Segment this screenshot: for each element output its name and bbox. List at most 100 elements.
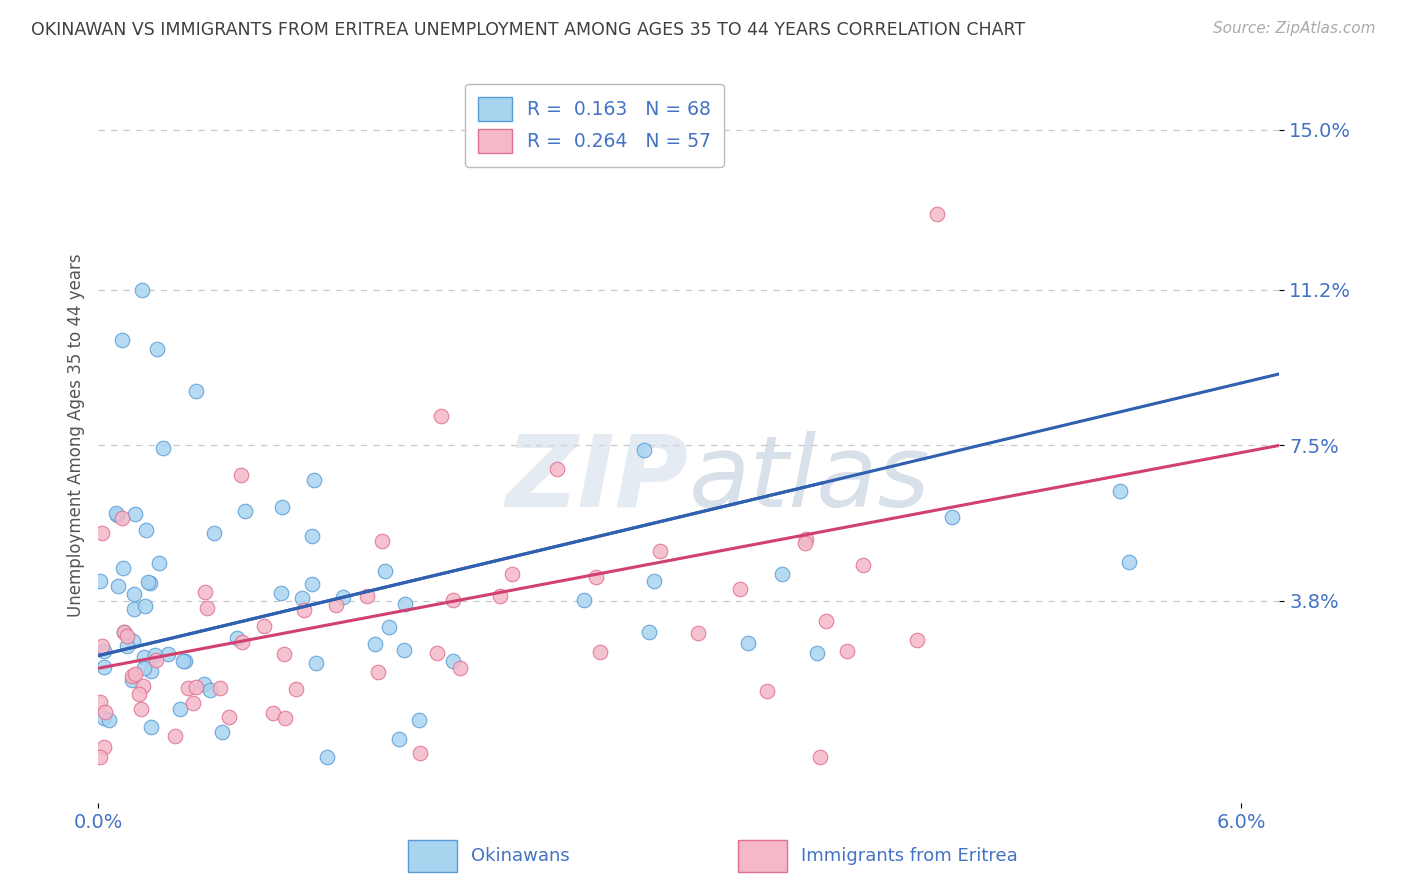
Point	[589, 645, 612, 659]
Text: OKINAWAN VS IMMIGRANTS FROM ERITREA UNEMPLOYMENT AMONG AGES 35 TO 44 YEARS CORRE: OKINAWAN VS IMMIGRANTS FROM ERITREA UNEM…	[31, 21, 1025, 38]
Point	[806, 646, 828, 660]
Point	[231, 634, 253, 648]
Point	[209, 681, 232, 696]
Point	[89, 695, 111, 709]
Text: atlas: atlas	[689, 431, 931, 527]
FancyBboxPatch shape	[408, 840, 457, 872]
Point	[202, 526, 225, 541]
Point	[941, 510, 963, 524]
Point	[89, 749, 111, 764]
Point	[198, 683, 221, 698]
Point	[270, 500, 292, 514]
Point	[325, 598, 347, 612]
Point	[273, 647, 295, 661]
Point	[139, 575, 162, 590]
Point	[141, 720, 163, 734]
Text: Okinawans: Okinawans	[471, 847, 569, 865]
Text: Immigrants from Eritrea: Immigrants from Eritrea	[801, 847, 1018, 865]
Point	[262, 706, 284, 721]
Point	[756, 684, 779, 698]
Point	[193, 677, 215, 691]
Point	[925, 207, 948, 221]
Point	[218, 710, 240, 724]
Point	[229, 467, 252, 482]
Point	[852, 558, 875, 572]
Point	[294, 603, 316, 617]
Point	[686, 626, 709, 640]
Legend: R =  0.163   N = 68, R =  0.264   N = 57: R = 0.163 N = 68, R = 0.264 N = 57	[465, 84, 724, 167]
Point	[186, 384, 208, 398]
Point	[129, 702, 152, 716]
Point	[104, 506, 127, 520]
Point	[195, 601, 218, 615]
Point	[430, 409, 453, 423]
Point	[157, 647, 180, 661]
Point	[284, 681, 307, 696]
Point	[148, 556, 170, 570]
Point	[301, 529, 323, 543]
Point	[93, 643, 115, 657]
Point	[270, 586, 292, 600]
Point	[136, 575, 159, 590]
Point	[426, 646, 449, 660]
Point	[332, 591, 354, 605]
Point	[111, 511, 134, 525]
Point	[112, 561, 135, 575]
Point	[93, 739, 115, 754]
Point	[112, 624, 135, 639]
Point	[274, 711, 297, 725]
Point	[115, 629, 138, 643]
Point	[253, 618, 276, 632]
Point	[105, 508, 128, 523]
Point	[226, 631, 249, 645]
Point	[546, 461, 568, 475]
Point	[364, 637, 387, 651]
Point	[177, 681, 200, 695]
Point	[115, 639, 138, 653]
Point	[134, 661, 156, 675]
Point	[112, 624, 135, 639]
Point	[163, 729, 186, 743]
Point	[356, 589, 378, 603]
Point	[633, 442, 655, 457]
Point	[143, 648, 166, 662]
Point	[169, 702, 191, 716]
Point	[737, 635, 759, 649]
Point	[378, 620, 401, 634]
Point	[89, 574, 111, 589]
Point	[905, 633, 928, 648]
Point	[131, 283, 153, 297]
Point	[128, 687, 150, 701]
Point	[304, 657, 326, 671]
Point	[794, 533, 817, 547]
FancyBboxPatch shape	[738, 840, 787, 872]
Point	[501, 566, 523, 581]
Point	[488, 589, 510, 603]
Point	[315, 749, 337, 764]
Point	[186, 681, 208, 695]
Point	[648, 544, 671, 558]
Point	[394, 643, 416, 657]
Point	[1109, 483, 1132, 498]
Point	[730, 582, 752, 596]
Point	[211, 725, 233, 739]
Point	[135, 523, 157, 537]
Point	[408, 713, 430, 727]
Point	[441, 593, 464, 607]
Point	[107, 579, 129, 593]
Point	[181, 696, 204, 710]
Point	[90, 526, 112, 541]
Point	[304, 474, 326, 488]
Point	[793, 536, 815, 550]
Point	[132, 679, 155, 693]
Point	[371, 533, 394, 548]
Point	[122, 601, 145, 615]
Point	[770, 567, 793, 582]
Point	[638, 625, 661, 640]
Text: ZIP: ZIP	[506, 431, 689, 527]
Point	[394, 597, 416, 611]
Point	[449, 661, 471, 675]
Point	[814, 614, 837, 628]
Point	[93, 710, 115, 724]
Point	[572, 593, 595, 607]
